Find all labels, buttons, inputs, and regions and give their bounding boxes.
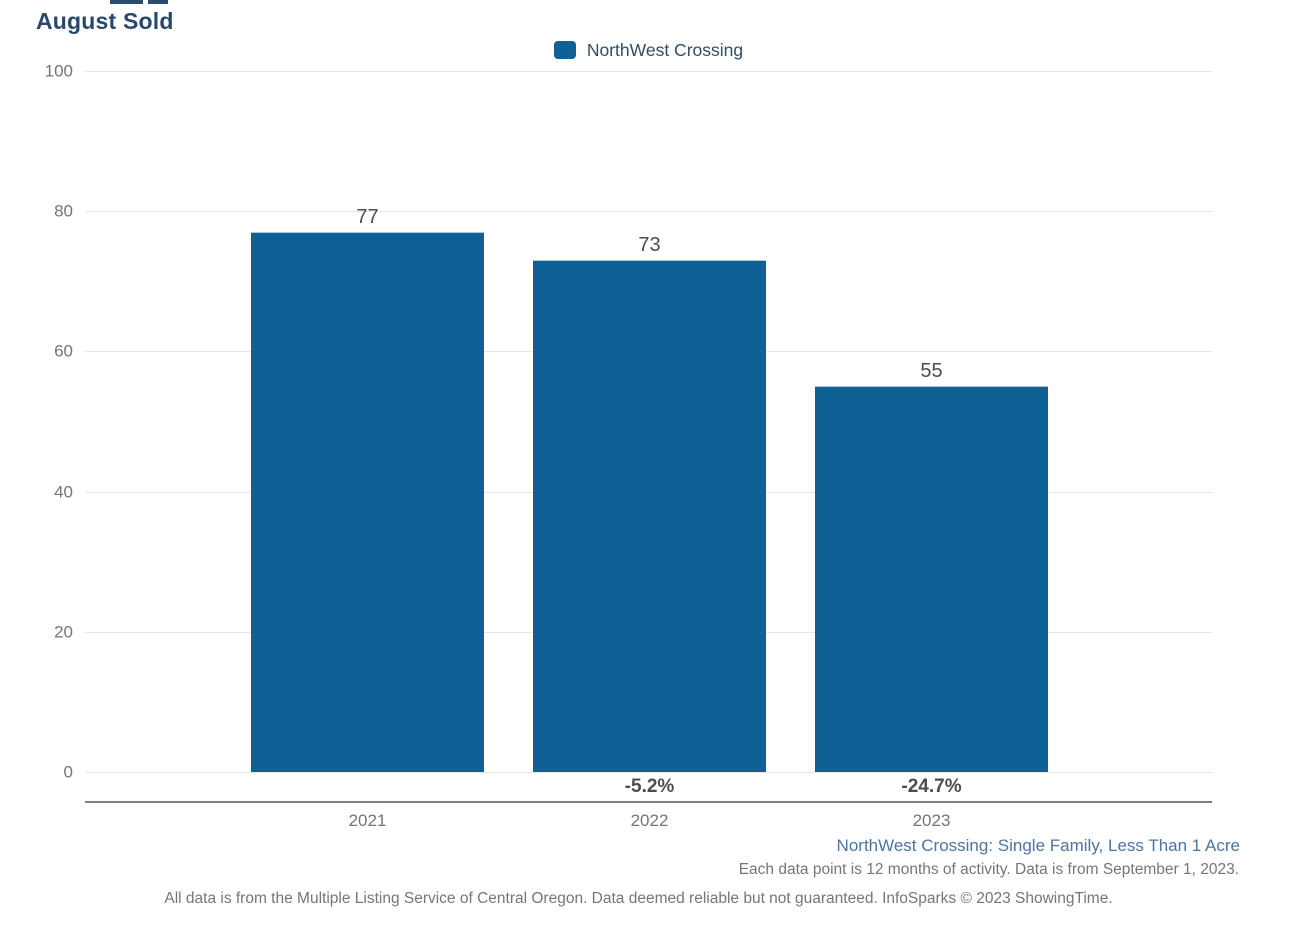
bar-group-2023: 55 (815, 361, 1048, 772)
bar-2022[interactable] (533, 260, 766, 772)
legend-northwest-crossing[interactable]: NorthWest Crossing (85, 38, 1212, 62)
chart-title: August Sold (36, 8, 174, 34)
gridline-100 (85, 71, 1212, 72)
y-tick-80: 80 (54, 201, 73, 221)
legend-label: NorthWest Crossing (586, 39, 744, 60)
series-description: NorthWest Crossing: Single Family, Less … (836, 836, 1240, 855)
bar-value-2021: 77 (356, 206, 379, 228)
gridline-80 (85, 211, 1212, 213)
pct-change-2023: -24.7% (901, 776, 962, 797)
y-tick-0: 0 (63, 762, 73, 782)
x-tick-2022: 2022 (630, 811, 669, 830)
x-axis-line (85, 801, 1212, 803)
pct-change-2022: -5.2% (624, 776, 675, 797)
y-tick-60: 60 (54, 341, 73, 361)
attribution-note: All data is from the Multiple Listing Se… (164, 890, 1113, 907)
x-tick-2023: 2023 (912, 811, 951, 830)
x-tick-2021: 2021 (348, 811, 387, 830)
bar-2023[interactable] (815, 386, 1048, 772)
legend-swatch-icon (553, 41, 576, 59)
clipped-text-artifact (148, 0, 168, 4)
y-tick-20: 20 (54, 622, 73, 642)
bar-value-2022: 73 (638, 234, 661, 256)
y-tick-40: 40 (54, 482, 73, 502)
gridline-0 (85, 772, 1212, 773)
data-period-note: Each data point is 12 months of activity… (738, 861, 1239, 878)
bar-group-2021: 77 (251, 207, 484, 772)
bar-group-2022: 73 (533, 235, 766, 772)
plot-area: 100 80 60 40 20 0 77 73 55 -5.2% -24.7% … (45, 63, 1212, 829)
bar-value-2023: 55 (920, 360, 943, 382)
clipped-text-artifact (110, 0, 143, 4)
bar-2021[interactable] (251, 232, 484, 772)
y-tick-100: 100 (44, 61, 73, 81)
